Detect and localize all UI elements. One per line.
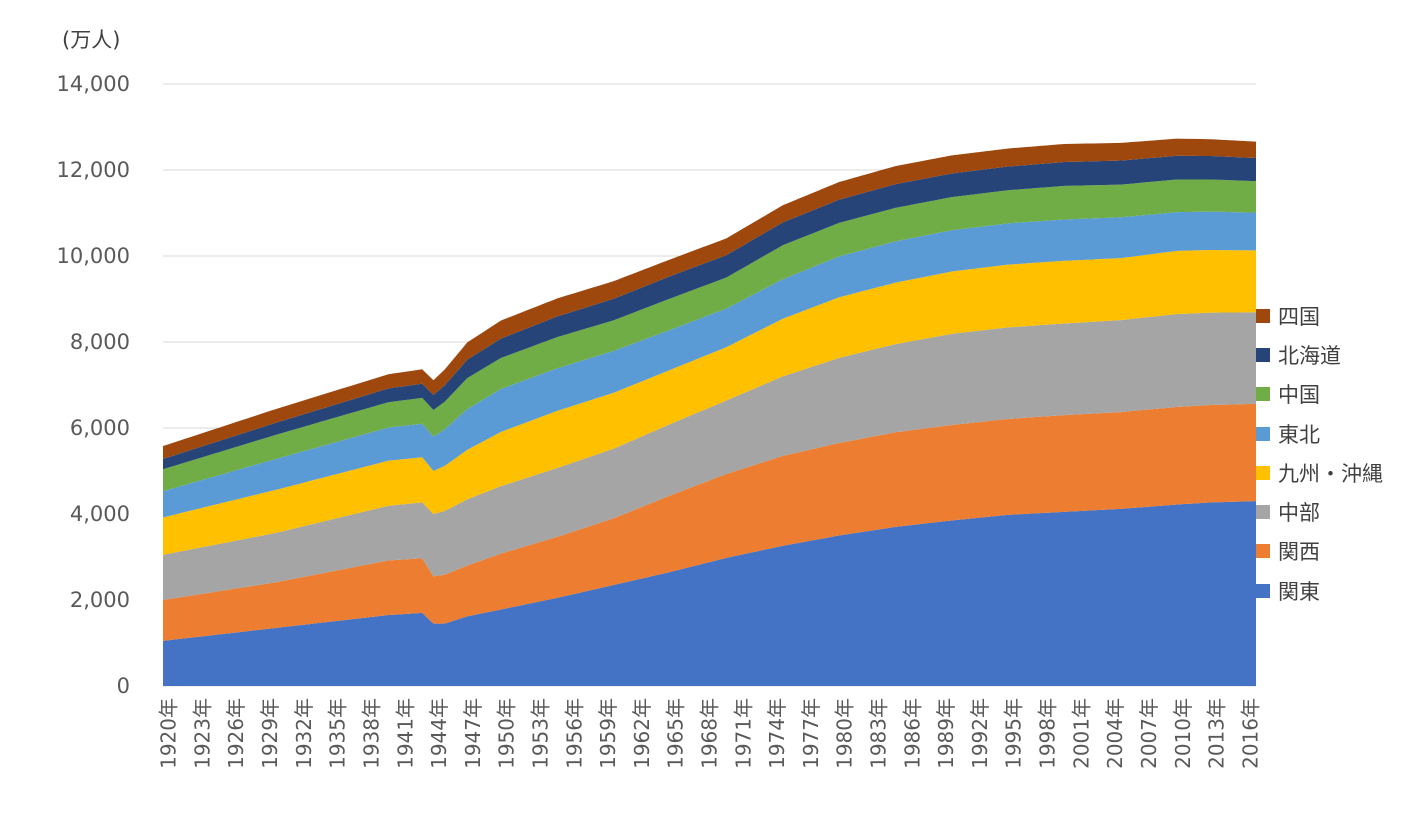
x-tick-label: 1944年 xyxy=(427,698,451,769)
x-tick-label: 1953年 xyxy=(528,698,552,769)
legend-item: 関東 xyxy=(1256,571,1406,610)
legend-swatch xyxy=(1256,583,1270,598)
x-tick-label: 1977年 xyxy=(799,698,823,769)
x-axis-ticks: 1920年 1923年 1926年 1929年 1932年 1935年 1938年 1941年… xyxy=(157,698,1263,769)
area-series-関西 xyxy=(163,403,1256,641)
y-tick-label: 8,000 xyxy=(70,330,130,354)
area-series-中部 xyxy=(163,312,1256,600)
area-series-九州・沖縄 xyxy=(163,249,1256,555)
legend-item: 関西 xyxy=(1256,532,1406,571)
x-tick-label: 1959年 xyxy=(596,698,620,769)
legend-label: 関東 xyxy=(1278,579,1320,604)
x-tick-label: 1950年 xyxy=(495,698,519,769)
legend-label: 中部 xyxy=(1278,501,1320,526)
x-tick-label: 1956年 xyxy=(562,698,586,769)
legend-item: 中国 xyxy=(1256,375,1406,414)
legend-swatch xyxy=(1256,465,1270,480)
legend-label: 東北 xyxy=(1278,422,1320,447)
x-tick-label: 2016年 xyxy=(1238,698,1262,769)
x-tick-label: 2013年 xyxy=(1205,698,1229,769)
legend-swatch xyxy=(1256,544,1270,559)
y-tick-label: 12,000 xyxy=(57,158,130,182)
area-series-group xyxy=(163,138,1256,686)
x-tick-label: 1971年 xyxy=(731,698,755,769)
x-tick-label: 1980年 xyxy=(833,698,857,769)
x-tick-label: 1962年 xyxy=(630,698,654,769)
x-tick-label: 1929年 xyxy=(258,698,282,769)
legend-item: 北海道 xyxy=(1256,335,1406,374)
x-tick-label: 1935年 xyxy=(326,698,350,769)
legend-item: 四国 xyxy=(1256,296,1406,335)
area-series-東北 xyxy=(163,211,1256,518)
legend-swatch xyxy=(1256,347,1270,362)
y-tick-label: 2,000 xyxy=(70,588,130,612)
y-tick-label: 10,000 xyxy=(57,244,130,268)
legend-label: 関西 xyxy=(1278,540,1320,565)
x-tick-label: 1989年 xyxy=(934,698,958,769)
x-tick-label: 2001年 xyxy=(1069,698,1093,769)
x-tick-label: 2007年 xyxy=(1137,698,1161,769)
legend-item: 東北 xyxy=(1256,414,1406,453)
x-tick-label: 1974年 xyxy=(765,698,789,769)
y-tick-label: 14,000 xyxy=(57,72,130,96)
x-tick-label: 1923年 xyxy=(190,698,214,769)
legend-swatch xyxy=(1256,426,1270,441)
x-tick-label: 1926年 xyxy=(224,698,248,769)
legend-label: 九州・沖縄 xyxy=(1278,461,1383,486)
area-series-中国 xyxy=(163,179,1256,492)
x-tick-label: 1998年 xyxy=(1036,698,1060,769)
legend-swatch xyxy=(1256,505,1270,520)
x-tick-label: 1992年 xyxy=(968,698,992,769)
x-tick-label: 1986年 xyxy=(900,698,924,769)
x-tick-label: 2004年 xyxy=(1103,698,1127,769)
y-axis-unit-label: (万人) xyxy=(62,28,121,52)
legend-item: 九州・沖縄 xyxy=(1256,453,1406,492)
legend-swatch xyxy=(1256,308,1270,323)
area-series-関東 xyxy=(163,501,1256,686)
legend: 四国北海道中国東北九州・沖縄中部関西関東 xyxy=(1256,296,1406,610)
y-axis-ticks: 0 2,000 4,000 6,000 8,000 10,000 12,000 14,000 xyxy=(57,72,130,698)
legend-label: 中国 xyxy=(1278,383,1320,408)
x-tick-label: 1965年 xyxy=(664,698,688,769)
legend-item: 中部 xyxy=(1256,492,1406,531)
y-tick-label: 4,000 xyxy=(70,502,130,526)
x-tick-label: 1932年 xyxy=(292,698,316,769)
x-tick-label: 1941年 xyxy=(393,698,417,769)
x-tick-label: 2010年 xyxy=(1171,698,1195,769)
x-tick-label: 1938年 xyxy=(359,698,383,769)
area-series-四国 xyxy=(163,138,1256,459)
y-tick-label: 6,000 xyxy=(70,416,130,440)
x-tick-label: 1947年 xyxy=(461,698,485,769)
x-tick-label: 1983年 xyxy=(867,698,891,769)
x-tick-label: 1968年 xyxy=(698,698,722,769)
x-tick-label: 1995年 xyxy=(1002,698,1026,769)
legend-label: 北海道 xyxy=(1278,343,1341,368)
y-tick-label: 0 xyxy=(117,674,130,698)
legend-label: 四国 xyxy=(1278,304,1320,329)
legend-swatch xyxy=(1256,387,1270,402)
x-tick-label: 1920年 xyxy=(157,698,181,769)
